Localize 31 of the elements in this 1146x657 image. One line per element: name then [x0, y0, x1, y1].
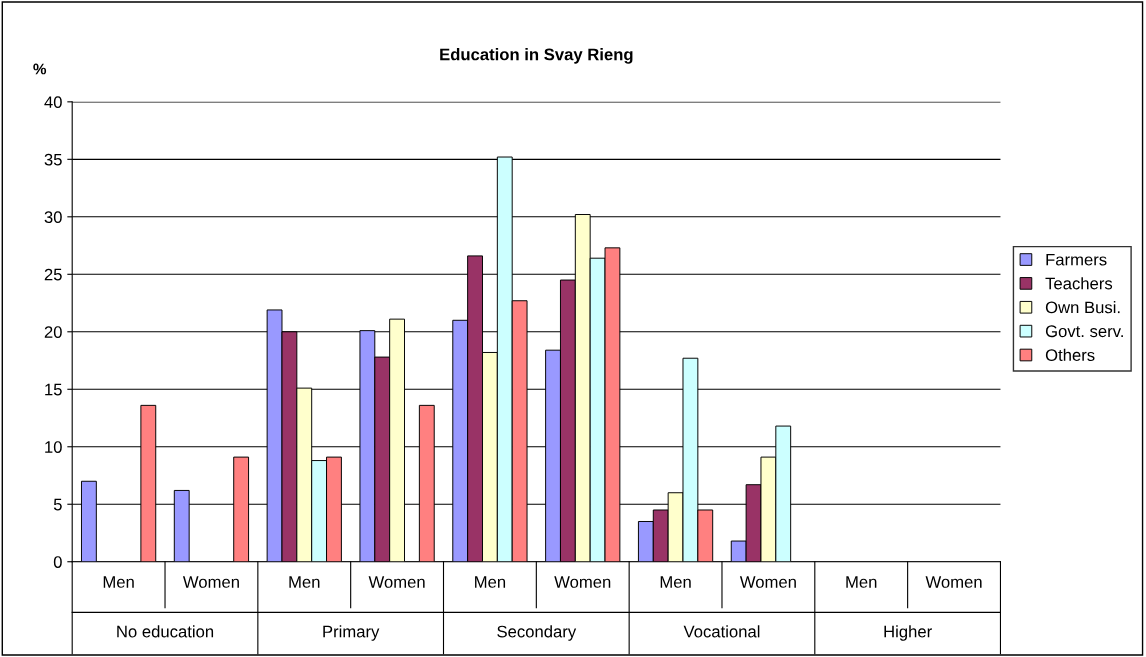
legend-label: Own Busi.: [1045, 301, 1120, 314]
legend-label: Teachers: [1045, 277, 1113, 290]
x-tick-label: Women: [925, 576, 982, 588]
text: Primary: [323, 625, 380, 641]
text: Secondary: [497, 625, 577, 641]
text: No education: [117, 625, 214, 638]
x-tick-label: Women: [182, 576, 239, 588]
y-tick-label: 25: [44, 268, 62, 281]
y-tick-label: 40: [44, 96, 62, 109]
text: Higher: [884, 625, 932, 641]
x-tick-label: Men: [103, 576, 134, 588]
text: Vocational: [683, 625, 760, 638]
x-tick-label: Men: [475, 576, 506, 588]
chart-title: Education in Svay Rieng: [440, 48, 633, 64]
y-tick-label: 30: [44, 211, 62, 224]
y-axis-title: %: [33, 63, 47, 75]
y-tick-label: 20: [44, 326, 62, 338]
x-tick-label: Women: [739, 576, 796, 588]
x-tick-label: Women: [368, 576, 425, 588]
x-tick-label: Men: [846, 576, 877, 588]
x-tick-label: Men: [660, 576, 691, 588]
legend-label: Farmers: [1046, 253, 1107, 266]
x-tick-label: Men: [289, 576, 320, 588]
x-tick-label: Women: [554, 576, 611, 588]
y-tick-label: 15: [45, 383, 62, 396]
legend-label: Others: [1045, 348, 1095, 361]
y-tick-label: 5: [53, 498, 62, 511]
legend-label: Govt. serv.: [1045, 325, 1123, 338]
y-tick-label: 10: [45, 441, 62, 453]
y-tick-label: 35: [44, 153, 62, 166]
y-tick-label: 0: [53, 556, 62, 568]
